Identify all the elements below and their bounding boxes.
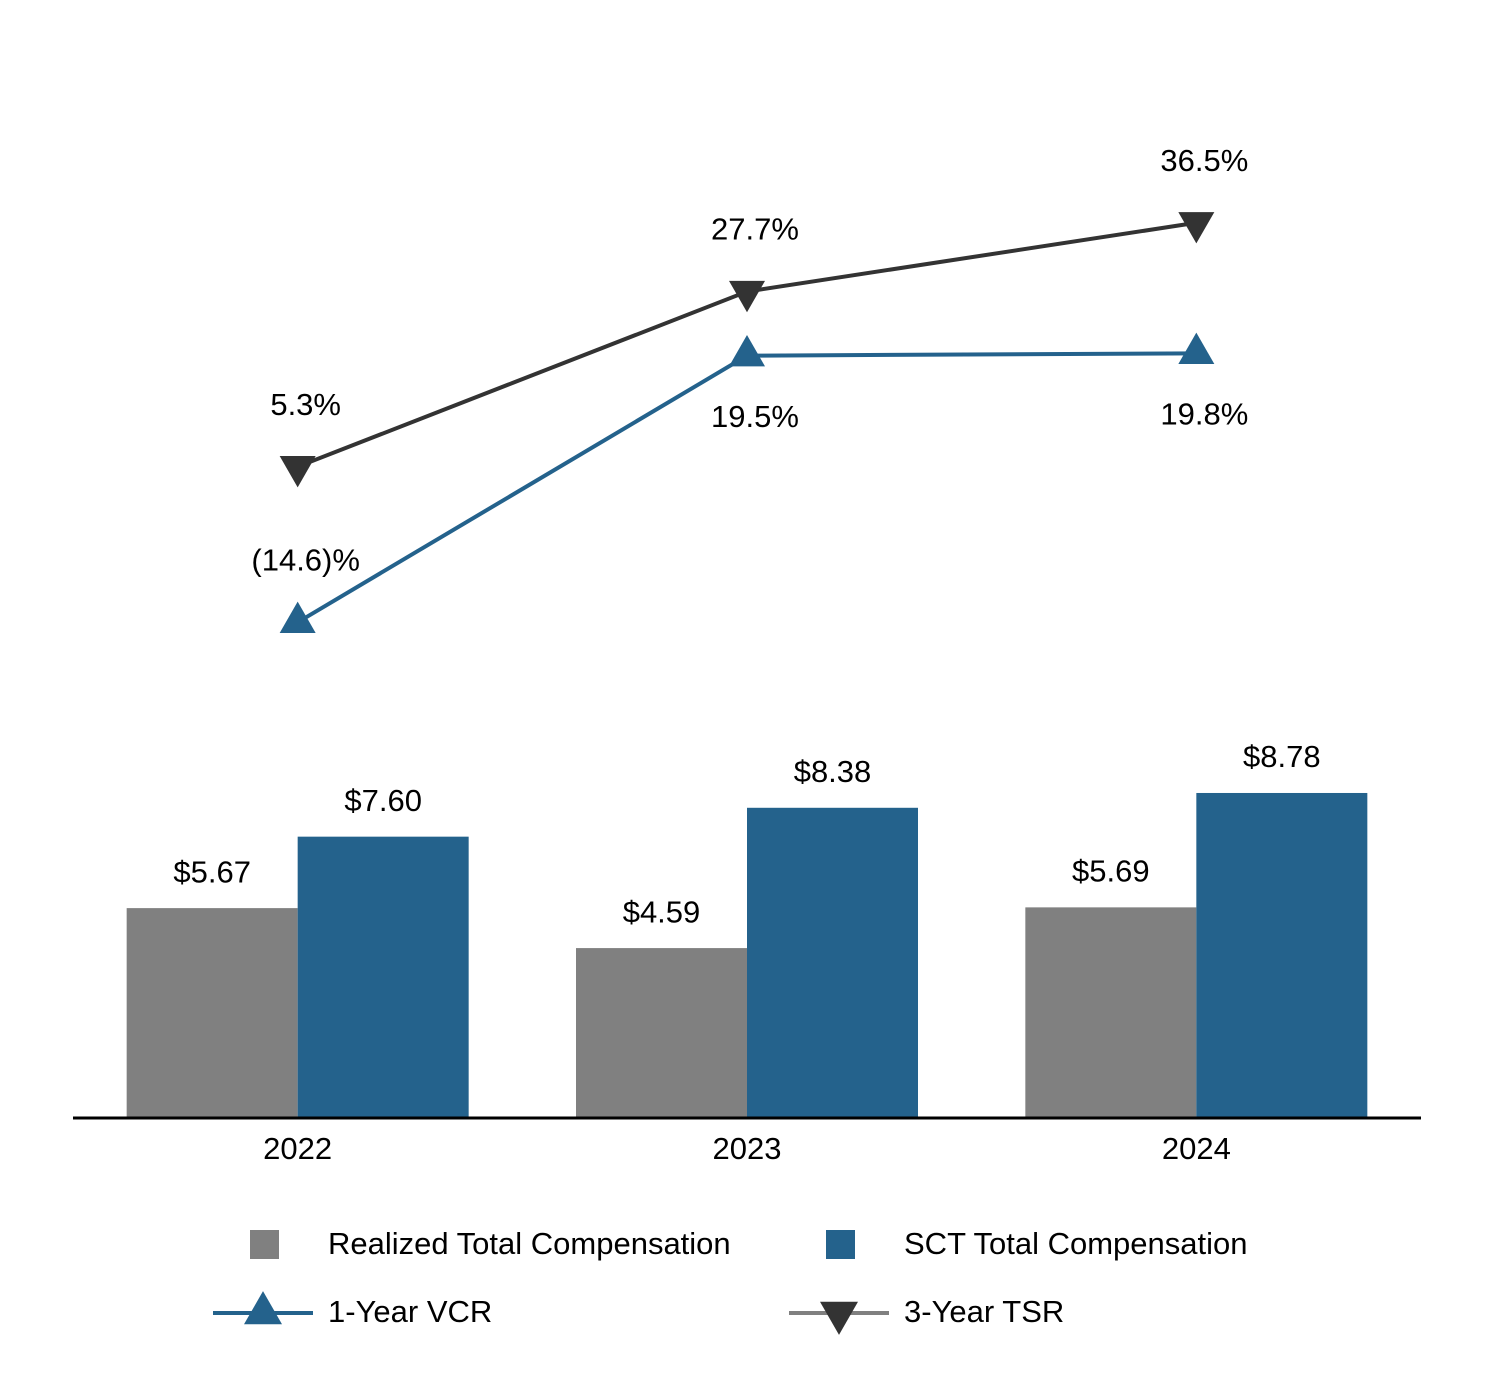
marker — [729, 280, 765, 313]
marker — [1178, 212, 1215, 244]
legend-label: 3-Year TSR — [904, 1294, 1064, 1329]
bar — [576, 948, 747, 1118]
bar — [126, 908, 298, 1118]
legend-marker — [820, 1301, 858, 1335]
line — [296, 351, 1197, 625]
legend-label: 1-Year VCR — [328, 1294, 492, 1329]
value-label: $8.38 — [794, 754, 872, 789]
bar — [297, 836, 469, 1118]
x-tick-label: 2022 — [263, 1131, 332, 1166]
bar — [1196, 792, 1368, 1118]
value-label: $5.67 — [173, 854, 251, 889]
value-label: $7.60 — [344, 783, 422, 818]
marker — [279, 456, 316, 488]
value-label: (14.6)% — [251, 542, 360, 577]
legend-label: Realized Total Compensation — [328, 1226, 731, 1261]
legend-marker — [244, 1291, 282, 1325]
bar — [1025, 907, 1197, 1118]
value-label: 36.5% — [1160, 143, 1248, 178]
x-tick-label: 2024 — [1162, 1131, 1231, 1166]
value-label: 5.3% — [270, 387, 341, 422]
value-label: $8.78 — [1243, 739, 1321, 774]
marker — [1178, 332, 1215, 364]
legend-swatch — [250, 1230, 279, 1259]
marker — [729, 335, 765, 367]
marker — [279, 601, 316, 633]
value-label: $4.59 — [623, 894, 701, 929]
legend-label: SCT Total Compensation — [904, 1226, 1247, 1261]
value-label: 19.5% — [711, 399, 799, 434]
x-tick-label: 2023 — [713, 1131, 782, 1166]
value-label: 19.8% — [1160, 397, 1248, 432]
value-label: 27.7% — [711, 212, 799, 247]
value-label: $5.69 — [1072, 854, 1150, 889]
legend-swatch — [826, 1230, 855, 1259]
bar — [747, 807, 918, 1118]
